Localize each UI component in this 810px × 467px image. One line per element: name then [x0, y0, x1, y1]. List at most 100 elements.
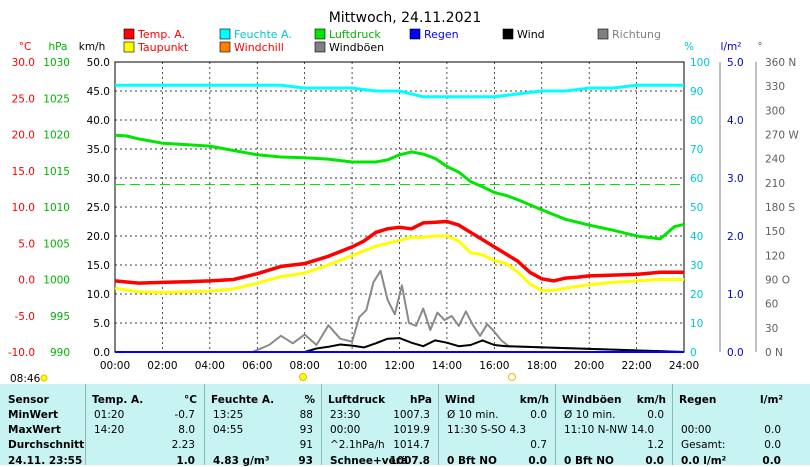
axis-tick-rain: 3.0: [727, 173, 744, 185]
legend-swatch-7: [219, 41, 231, 53]
axis-tick-hum: 50: [690, 202, 703, 214]
x-tick-label: 16:00: [479, 360, 509, 372]
stats-cell-value: 0.0: [645, 455, 664, 467]
stats-row-label: Durchschnitt: [8, 439, 85, 451]
stats-cell-value: 0.0: [528, 455, 547, 467]
axis-tick-temp: 5.0: [18, 238, 35, 250]
series-line-luftdruck: [114, 133, 685, 241]
stats-cell-label: 4.83 g/m³: [213, 455, 270, 467]
axis-tick-dir: 330: [765, 81, 785, 93]
axis-tick-hum: 100: [690, 57, 710, 69]
axis-tick-temp: -10.0: [8, 347, 35, 359]
stats-cell-label: 01:20: [94, 409, 125, 421]
sunset-icon: [508, 373, 516, 381]
grid: [115, 62, 684, 352]
axis-tick-hum: 60: [690, 173, 703, 185]
axis-tick-hum: 40: [690, 231, 703, 243]
axis-tick-dir: 150: [765, 226, 785, 238]
axis-tick-temp: 0.0: [18, 275, 35, 287]
axis-unit-hum: %: [684, 41, 694, 53]
axis-tick-temp: 10.0: [12, 202, 35, 214]
stats-col-name: Feuchte A.: [211, 394, 275, 406]
stats-cell-label: 00:00: [681, 424, 712, 436]
axis-tick-rain: 2.0: [727, 231, 744, 243]
stats-separator: [321, 384, 322, 465]
stats-cell-value: 1014.7: [393, 439, 430, 451]
stats-cell-label: Ø 10 min.: [564, 409, 616, 421]
legend: Temp. A. Feuchte A. Luftdruck Regen Wind Rich…: [123, 28, 661, 54]
x-tick-label: 08:00: [290, 360, 320, 372]
x-tick-label: 20:00: [574, 360, 604, 372]
axis-tick-dir: 30: [765, 323, 778, 335]
axis-tick-press: 1020: [43, 130, 70, 142]
legend-label-4: Wind: [517, 28, 545, 41]
x-tick-label: 00:00: [100, 360, 130, 372]
stats-row-label: 24.11. 23:55: [8, 455, 83, 467]
axis-tick-temp: 20.0: [12, 130, 35, 142]
stats-separator: [85, 384, 86, 465]
stats-cell-label: 00:00: [330, 424, 361, 436]
series-line-windböen: [115, 269, 685, 353]
legend-swatch-6: [123, 41, 135, 53]
legend-swatch-8: [314, 41, 326, 53]
stats-cell-value: 1007.3: [393, 409, 430, 421]
axis-tick-hum: 30: [690, 260, 703, 272]
stats-col-name: Luftdruck: [328, 394, 386, 406]
sunrise-time-label: 08:46: [10, 373, 41, 384]
stats-separator: [672, 384, 673, 465]
stats-cell-value: 91: [299, 439, 313, 451]
axis-tick-rain: 4.0: [727, 115, 744, 127]
legend-swatch-3: [409, 28, 421, 40]
sun-icon: [40, 374, 48, 382]
stats-cell-label: 04:55: [213, 424, 244, 436]
stats-cell-label: 23:30: [330, 409, 361, 421]
stats-separator: [438, 384, 439, 465]
axis-tick-hum: 20: [690, 289, 703, 301]
stats-cell-label: Ø 10 min.: [447, 409, 499, 421]
legend-swatch-4: [502, 28, 514, 40]
stats-cell-value: 1.2: [647, 439, 664, 451]
axis-tick-press: 995: [50, 311, 70, 323]
stats-cell-value: 0.0: [647, 409, 664, 421]
x-tick-label: 24:00: [669, 360, 699, 372]
stats-col-name: Temp. A.: [92, 394, 144, 406]
axis-tick-rain: 5.0: [727, 57, 744, 69]
series-line-feuchte-a-: [115, 83, 684, 99]
series-line-temp-a-: [114, 219, 684, 285]
stats-separator: [555, 384, 556, 465]
stats-cell-label: Schnee+verä: [330, 455, 409, 467]
stats-cell-label: 11:30 S-SO 4.3: [447, 424, 527, 436]
axis-tick-hum: 90: [690, 86, 703, 98]
axis-tick-rain: 0.0: [727, 347, 744, 359]
stats-col-unit: l/m²: [760, 394, 783, 406]
series-line-wind: [115, 337, 685, 353]
axis-tick-hum: 80: [690, 115, 703, 127]
axis-tick-wind: 0.0: [93, 347, 110, 359]
stats-cell-value: 1007.8: [389, 455, 430, 467]
x-tick-label: 10:00: [337, 360, 367, 372]
stats-cell-label: 0.0 l/m²: [681, 455, 727, 467]
stats-cell-label: 0 Bft NO: [564, 455, 614, 467]
stats-cell-value: 0.0: [764, 424, 781, 436]
axis-tick-press: 1015: [43, 166, 70, 178]
stats-col-unit: km/h: [519, 394, 549, 406]
axis-tick-wind: 40.0: [87, 115, 110, 127]
stats-cell-label: 14:20: [94, 424, 125, 436]
axis-tick-wind: 20.0: [87, 231, 110, 243]
axes: °C 30.0 25.0 20.0 15.0 10.0 5.0 0.0 -5.0 -10.0 hPa…: [8, 41, 800, 359]
axis-tick-wind: 25.0: [87, 202, 110, 214]
axis-tick-hum: 0: [690, 347, 697, 359]
axis-tick-press: 1005: [43, 238, 70, 250]
axis-tick-hum: 70: [690, 144, 703, 156]
axis-tick-rain: 1.0: [727, 289, 744, 301]
axis-tick-press: 1000: [43, 275, 70, 287]
axis-tick-wind: 10.0: [87, 289, 110, 301]
axis-tick-dir: 240: [765, 154, 785, 166]
legend-label-7: Windchill: [234, 41, 284, 54]
legend-swatch-0: [123, 28, 135, 40]
legend-label-6: Taupunkt: [137, 41, 189, 54]
stats-cell-value: 0.0: [764, 439, 781, 451]
stats-cell-value: 0.0: [530, 409, 547, 421]
x-tick-label: 12:00: [384, 360, 414, 372]
axis-tick-temp: -5.0: [15, 311, 36, 323]
